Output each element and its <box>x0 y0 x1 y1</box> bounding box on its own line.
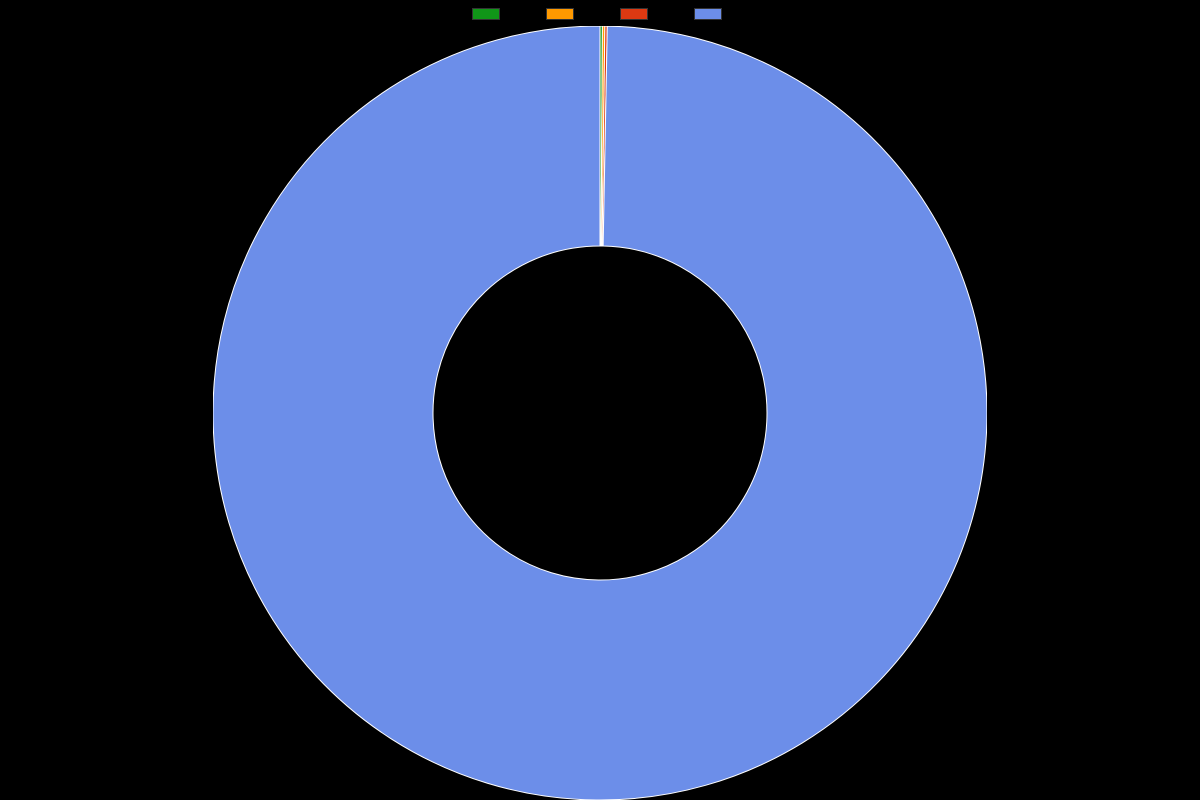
legend-swatch-3 <box>694 8 722 20</box>
legend-swatch-2 <box>620 8 648 20</box>
legend-swatch-1 <box>546 8 574 20</box>
donut-chart <box>213 26 987 800</box>
legend-item-0[interactable] <box>472 8 506 20</box>
chart-legend <box>472 8 728 20</box>
donut-svg <box>213 26 987 800</box>
legend-item-3[interactable] <box>694 8 728 20</box>
legend-item-1[interactable] <box>546 8 580 20</box>
legend-swatch-0 <box>472 8 500 20</box>
legend-item-2[interactable] <box>620 8 654 20</box>
